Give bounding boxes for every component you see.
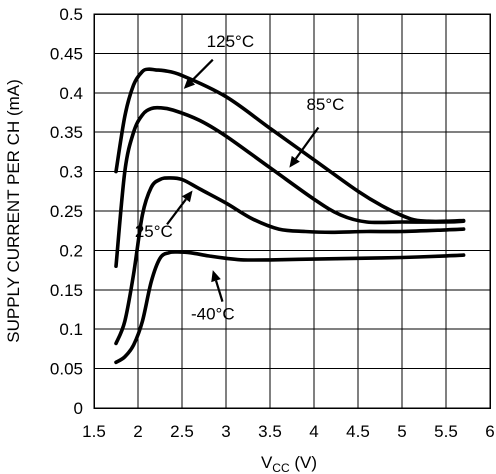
x-tick-label: 1.5 bbox=[82, 422, 106, 441]
series-line-minus40c bbox=[114, 250, 466, 365]
annotation-label-85c: 85°C bbox=[306, 95, 344, 114]
y-tick-label: 0 bbox=[74, 399, 83, 418]
y-tick-label: 0.15 bbox=[50, 281, 83, 300]
annotation-label-25c: 25°C bbox=[135, 222, 173, 241]
annotation-arrow-85c bbox=[294, 126, 320, 160]
annotation-arrowhead-125c bbox=[183, 77, 196, 89]
y-tick-label: 0.35 bbox=[50, 123, 83, 142]
x-tick-label: 3 bbox=[221, 422, 230, 441]
y-tick-labels: 0 0.05 0.1 0.15 0.2 0.25 0.3 0.35 0.4 0.45 0.5 bbox=[50, 5, 83, 418]
series-line-85c bbox=[114, 105, 466, 268]
series-lines bbox=[114, 67, 466, 365]
y-axis-label: SUPPLY CURRENT PER CH (mA) bbox=[4, 79, 23, 343]
x-tick-label: 2.5 bbox=[170, 422, 194, 441]
x-axis-label: VCC (V) bbox=[261, 453, 317, 474]
annotation-arrowhead-85c bbox=[289, 155, 300, 168]
x-tick-label: 5 bbox=[397, 422, 406, 441]
x-axis-label-subscript: CC bbox=[272, 461, 290, 474]
y-tick-label: 0.45 bbox=[50, 44, 83, 63]
y-tick-label: 0.5 bbox=[59, 5, 83, 24]
annotation-arrow-minus40c bbox=[214, 280, 224, 302]
annotation-arrow-25c bbox=[166, 198, 187, 226]
series-line-25c bbox=[114, 176, 466, 346]
x-tick-label: 3.5 bbox=[258, 422, 282, 441]
y-tick-label: 0.3 bbox=[59, 163, 83, 182]
annotation-arrowhead-minus40c bbox=[211, 270, 221, 283]
annotation-label-minus40c: -40°C bbox=[191, 305, 235, 324]
x-axis-label-unit: (V) bbox=[290, 453, 317, 472]
x-axis-label-main: V bbox=[261, 453, 273, 472]
x-tick-label: 2 bbox=[133, 422, 142, 441]
series-line-125c bbox=[114, 67, 466, 224]
x-tick-label: 4 bbox=[309, 422, 318, 441]
annotation-label-125c: 125°C bbox=[207, 32, 254, 51]
plot-frame bbox=[93, 13, 491, 409]
annotations: 125°C 85°C 25°C -40°C bbox=[135, 32, 345, 324]
x-tick-labels: 1.5 2 2.5 3 3.5 4 4.5 5 5.5 6 bbox=[82, 422, 495, 441]
x-tick-label: 4.5 bbox=[346, 422, 370, 441]
y-tick-label: 0.4 bbox=[59, 84, 83, 103]
x-tick-label: 6 bbox=[485, 422, 494, 441]
y-tick-label: 0.25 bbox=[50, 202, 83, 221]
y-tick-label: 0.2 bbox=[59, 241, 83, 260]
annotation-arrowhead-25c bbox=[181, 190, 193, 203]
annotation-arrow-125c bbox=[190, 58, 214, 82]
y-tick-label: 0.1 bbox=[59, 320, 83, 339]
x-tick-label: 5.5 bbox=[434, 422, 458, 441]
y-tick-label: 0.05 bbox=[50, 360, 83, 379]
grid-lines bbox=[94, 14, 490, 408]
